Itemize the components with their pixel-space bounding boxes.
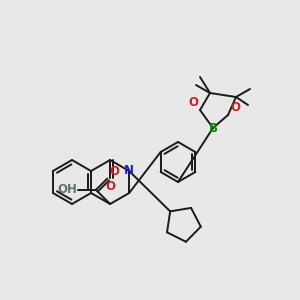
Text: O: O <box>188 96 198 109</box>
Text: O: O <box>109 164 119 178</box>
Text: B: B <box>208 122 217 134</box>
Text: N: N <box>124 164 134 178</box>
Text: O: O <box>105 180 115 193</box>
Text: OH: OH <box>57 183 77 196</box>
Text: O: O <box>230 101 240 114</box>
